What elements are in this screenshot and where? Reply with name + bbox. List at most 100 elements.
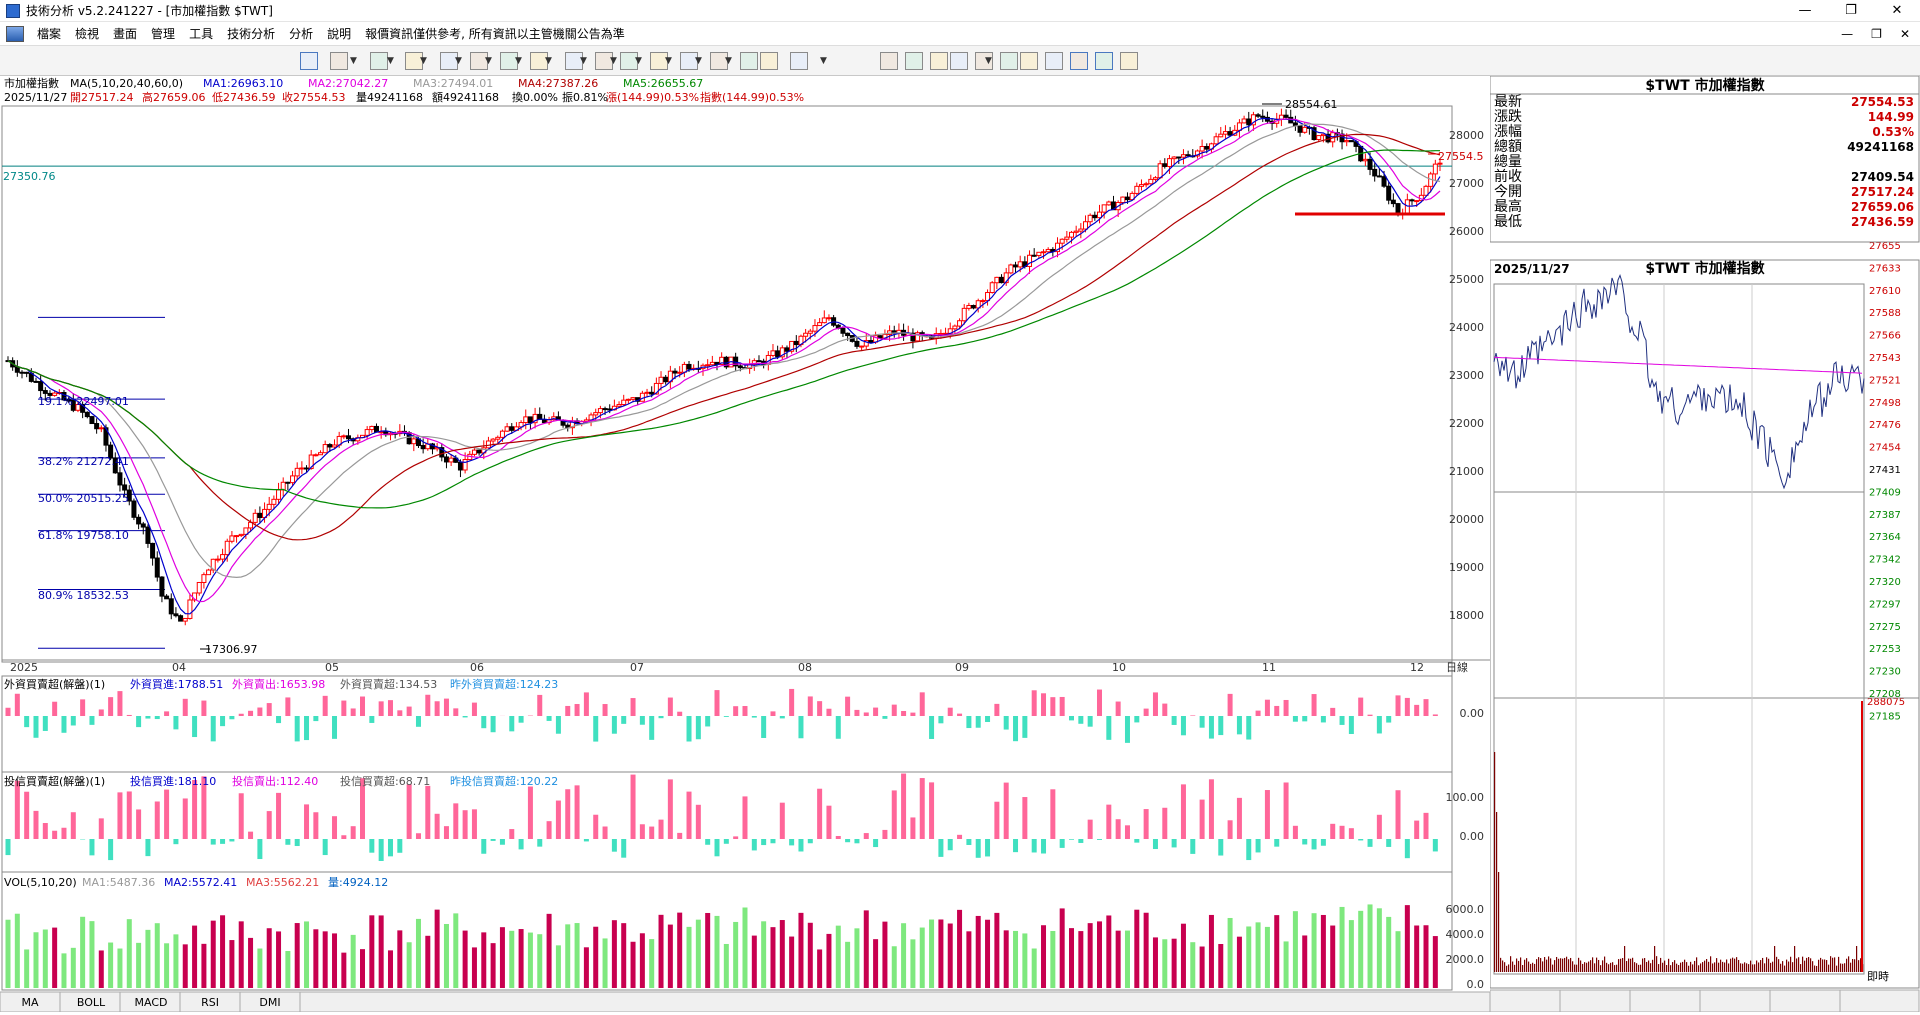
menu-technical[interactable]: 技術分析 bbox=[220, 22, 282, 46]
toolbar-button-icon[interactable] bbox=[1095, 52, 1113, 70]
intraday-volume-bar bbox=[1712, 963, 1713, 972]
tab-macd[interactable]: MACD bbox=[135, 996, 168, 1009]
x-label-07: 07 bbox=[630, 661, 644, 674]
dropdown-arrow-icon[interactable]: ▼ bbox=[665, 56, 672, 66]
toolbar-button-icon[interactable] bbox=[950, 52, 968, 70]
toolbar-button-icon[interactable] bbox=[1045, 52, 1063, 70]
volume-bar bbox=[817, 949, 822, 988]
tab-boll[interactable]: BOLL bbox=[77, 996, 106, 1009]
dropdown-arrow-icon[interactable]: ▼ bbox=[985, 56, 992, 66]
intraday-volume-bar bbox=[1642, 959, 1643, 972]
net-bar-group bbox=[6, 774, 1438, 861]
dropdown-arrow-icon[interactable]: ▼ bbox=[610, 56, 617, 66]
toolbar-button-icon[interactable] bbox=[905, 52, 923, 70]
candle-body bbox=[90, 417, 94, 424]
net-bar bbox=[1134, 839, 1139, 843]
menu-view[interactable]: 檢視 bbox=[68, 22, 106, 46]
toolbar-button-icon[interactable] bbox=[330, 52, 348, 70]
intraday-volume-bar bbox=[1832, 958, 1833, 972]
minimize-button[interactable]: — bbox=[1782, 0, 1828, 22]
net-bar bbox=[649, 827, 654, 839]
toolbar-button-icon[interactable] bbox=[880, 52, 898, 70]
x-label-06: 06 bbox=[470, 661, 484, 674]
dropdown-arrow-icon[interactable]: ▼ bbox=[515, 56, 522, 66]
dropdown-arrow-icon[interactable]: ▼ bbox=[387, 56, 394, 66]
mdi-restore-button[interactable]: ❐ bbox=[1871, 22, 1882, 46]
net-bar bbox=[733, 836, 738, 839]
menu-tools[interactable]: 工具 bbox=[182, 22, 220, 46]
menu-help[interactable]: 說明 bbox=[320, 22, 358, 46]
intraday-volume-bar bbox=[1572, 961, 1573, 972]
toolbar: ▼ ▼ ▼ ▼ ▼ ▼ ▼ ▼ ▼ ▼ ▼ ▼ ▼ ▼ ▼ bbox=[0, 46, 1920, 76]
volume-bar bbox=[341, 953, 346, 988]
volume-bar bbox=[593, 927, 598, 988]
tab-dmi[interactable]: DMI bbox=[259, 996, 280, 1009]
toolbar-button-icon[interactable] bbox=[790, 52, 808, 70]
document-icon[interactable] bbox=[6, 26, 24, 42]
net-bar bbox=[1414, 821, 1419, 839]
toolbar-button-icon[interactable] bbox=[740, 52, 758, 70]
candle-body bbox=[1321, 134, 1325, 135]
net-bar bbox=[1386, 716, 1391, 723]
toolbar-button-icon[interactable] bbox=[300, 52, 318, 70]
dropdown-arrow-icon[interactable]: ▼ bbox=[820, 56, 827, 66]
intraday-volume-bar bbox=[1504, 962, 1505, 972]
toolbar-button-icon[interactable] bbox=[370, 52, 388, 70]
menu-file[interactable]: 檔案 bbox=[30, 22, 68, 46]
maximize-button[interactable]: ❐ bbox=[1828, 0, 1874, 22]
intraday-volume-bar bbox=[1816, 966, 1817, 972]
dropdown-arrow-icon[interactable]: ▼ bbox=[485, 56, 492, 66]
net-bar bbox=[481, 839, 486, 854]
toolbar-button-icon[interactable] bbox=[760, 52, 778, 70]
net-bar bbox=[1013, 716, 1018, 741]
chart-svg[interactable]: 市加權指數 MA(5,10,20,40,60,0) MA1:26963.10 M… bbox=[0, 76, 1490, 1012]
menu-analysis[interactable]: 分析 bbox=[282, 22, 320, 46]
candle-body bbox=[1163, 164, 1167, 167]
tab-ma[interactable]: MA bbox=[21, 996, 38, 1009]
dropdown-arrow-icon[interactable]: ▼ bbox=[725, 56, 732, 66]
net-bar bbox=[257, 839, 262, 859]
net-bar bbox=[1302, 839, 1307, 844]
intraday-volume-bar bbox=[1570, 958, 1571, 972]
dropdown-arrow-icon[interactable]: ▼ bbox=[580, 56, 587, 66]
dropdown-arrow-icon[interactable]: ▼ bbox=[420, 56, 427, 66]
close-button[interactable]: ✕ bbox=[1874, 0, 1920, 22]
candle-body bbox=[650, 392, 654, 394]
info-ma: MA(5,10,20,40,60,0) bbox=[70, 77, 183, 90]
net-bar bbox=[89, 839, 94, 855]
volume-bar bbox=[1106, 915, 1111, 988]
net-bar bbox=[1265, 790, 1270, 839]
toolbar-button-icon[interactable] bbox=[1070, 52, 1088, 70]
candle-body bbox=[813, 326, 817, 332]
volume-bar bbox=[435, 910, 440, 988]
chart-area[interactable]: 市加權指數 MA(5,10,20,40,60,0) MA1:26963.10 M… bbox=[0, 76, 1490, 1012]
volume-bar bbox=[770, 927, 775, 988]
mdi-minimize-button[interactable]: — bbox=[1841, 22, 1853, 46]
candle-body bbox=[160, 577, 164, 596]
volume-bar bbox=[1200, 947, 1205, 988]
menu-screen[interactable]: 畫面 bbox=[106, 22, 144, 46]
toolbar-button-icon[interactable] bbox=[930, 52, 948, 70]
net-bar bbox=[1209, 716, 1214, 739]
dropdown-arrow-icon[interactable]: ▼ bbox=[695, 56, 702, 66]
toolbar-button-icon[interactable] bbox=[1000, 52, 1018, 70]
volume-bar bbox=[733, 922, 738, 988]
dropdown-arrow-icon[interactable]: ▼ bbox=[545, 56, 552, 66]
candlestick-group bbox=[6, 109, 1442, 626]
net-bar bbox=[1349, 828, 1354, 839]
tab-rsi[interactable]: RSI bbox=[201, 996, 219, 1009]
dropdown-arrow-icon[interactable]: ▼ bbox=[455, 56, 462, 66]
toolbar-button-icon[interactable] bbox=[1120, 52, 1138, 70]
menu-manage[interactable]: 管理 bbox=[144, 22, 182, 46]
net-bar bbox=[61, 716, 66, 733]
tick-y-label: 27409 bbox=[1869, 487, 1901, 498]
intraday-volume-bar bbox=[1820, 958, 1821, 972]
mdi-close-button[interactable]: ✕ bbox=[1900, 22, 1910, 46]
dropdown-arrow-icon[interactable]: ▼ bbox=[350, 56, 357, 66]
volume-bar bbox=[612, 920, 617, 988]
high-annotation: 28554.61 bbox=[1285, 98, 1338, 111]
candle-body bbox=[710, 362, 714, 364]
dropdown-arrow-icon[interactable]: ▼ bbox=[635, 56, 642, 66]
toolbar-button-icon[interactable] bbox=[1020, 52, 1038, 70]
net-bar bbox=[1396, 790, 1401, 839]
